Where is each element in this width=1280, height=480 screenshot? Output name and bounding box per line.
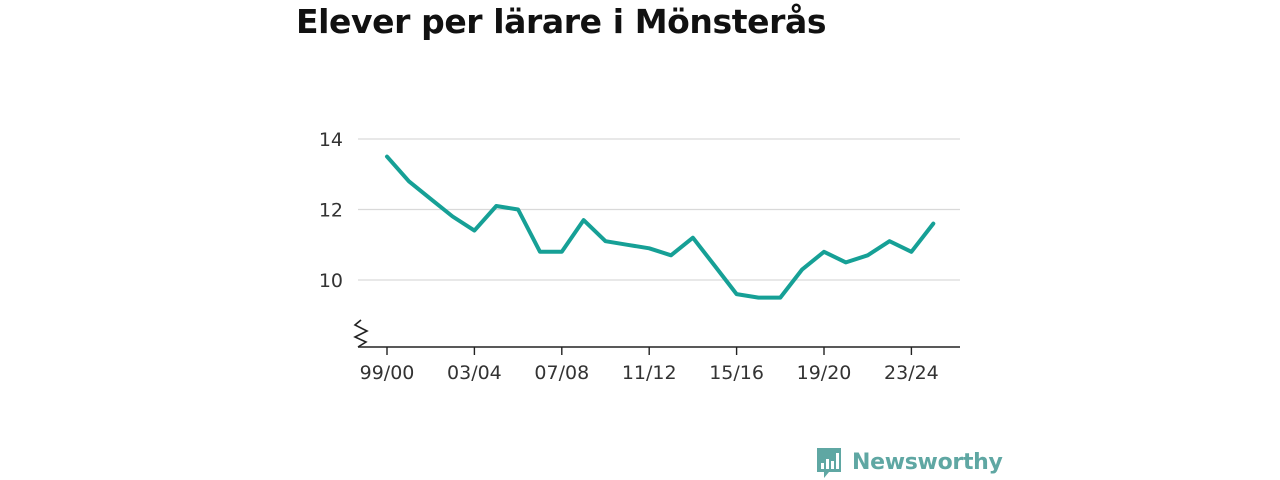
data-point bbox=[822, 250, 826, 254]
data-point bbox=[582, 218, 586, 222]
brand-name: Newsworthy bbox=[852, 450, 1003, 475]
x-tick-label: 99/00 bbox=[360, 362, 415, 384]
chart-title: Elever per lärare i Mönsterås bbox=[296, 2, 827, 41]
data-point bbox=[909, 250, 913, 254]
x-tick-label: 07/08 bbox=[534, 362, 589, 384]
data-point bbox=[560, 250, 564, 254]
data-point bbox=[713, 264, 717, 268]
series-layer bbox=[385, 154, 936, 300]
data-point bbox=[429, 197, 433, 201]
data-point bbox=[888, 239, 892, 243]
data-point bbox=[800, 267, 804, 271]
data-point bbox=[735, 292, 739, 296]
axis-break-symbol bbox=[353, 319, 369, 348]
x-tick-label: 19/20 bbox=[797, 362, 852, 384]
series-line bbox=[385, 154, 936, 300]
data-point bbox=[866, 253, 870, 257]
x-tick-labels: 99/00 03/04 07/08 11/12 15/16 19/20 23/24 bbox=[360, 362, 939, 384]
data-point bbox=[494, 204, 498, 208]
data-point bbox=[757, 296, 761, 300]
x-tick-label: 23/24 bbox=[884, 362, 939, 384]
gridlines bbox=[358, 138, 960, 281]
data-point bbox=[931, 222, 935, 226]
y-tick-labels: 10 12 14 bbox=[319, 129, 343, 292]
axes bbox=[353, 319, 960, 355]
y-tick-label: 14 bbox=[319, 129, 343, 151]
data-point bbox=[669, 253, 673, 257]
data-point bbox=[647, 246, 651, 250]
data-point bbox=[604, 239, 608, 243]
data-point bbox=[691, 236, 695, 240]
brand-footer: Newsworthy bbox=[815, 446, 1003, 480]
data-point bbox=[538, 250, 542, 254]
data-point bbox=[844, 260, 848, 264]
data-point bbox=[516, 208, 520, 212]
y-tick-label: 10 bbox=[319, 270, 343, 292]
data-point bbox=[778, 296, 782, 300]
data-point bbox=[625, 243, 629, 247]
data-point bbox=[451, 215, 455, 219]
y-tick-label: 12 bbox=[319, 200, 343, 222]
x-tick-label: 15/16 bbox=[709, 362, 764, 384]
x-tick-label: 11/12 bbox=[622, 362, 677, 384]
newsworthy-chart-icon bbox=[817, 448, 841, 478]
data-point bbox=[407, 179, 411, 183]
data-point bbox=[385, 155, 389, 159]
x-tick-label: 03/04 bbox=[447, 362, 502, 384]
data-point bbox=[472, 229, 476, 233]
